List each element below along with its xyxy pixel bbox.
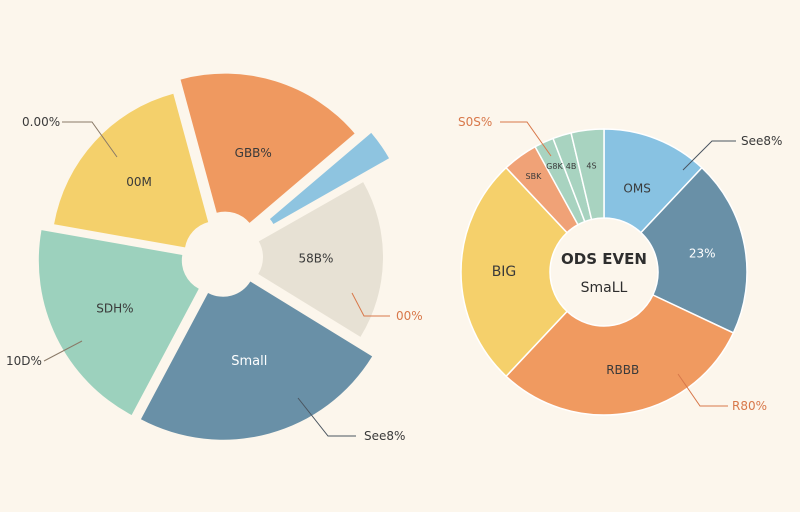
slice-label: 4B — [566, 162, 577, 171]
callout-line-3 — [43, 340, 83, 362]
callout-line-0 — [62, 121, 118, 158]
pie-slice — [570, 128, 605, 221]
slice-label: GBB% — [235, 146, 272, 160]
slice-label: 00M — [126, 175, 152, 189]
slice-label: Small — [231, 354, 267, 369]
pie-slice — [140, 281, 373, 440]
slice-label: SBK — [526, 172, 543, 181]
callout-label-0: 0.00% — [22, 115, 60, 129]
pie-slice — [460, 166, 569, 378]
pie-slice — [639, 166, 748, 334]
callout-line-1 — [351, 292, 390, 317]
right-callouts: S0S% See8% R80% — [458, 115, 782, 413]
pie-slice — [180, 73, 355, 223]
pie-slice — [38, 230, 199, 416]
donut-center-title: ODS EVEN — [561, 250, 647, 268]
left-pie-chart: GBB% 58B% Small SDH% 00M — [38, 73, 390, 440]
callout-label-1: 00% — [396, 309, 423, 323]
left-callouts: 0.00% 00% See8% 10D% — [6, 115, 423, 443]
pie-slice — [258, 182, 383, 337]
slice-label: OMS — [623, 181, 650, 195]
callout-line-4 — [500, 121, 552, 157]
callout-line-6 — [677, 373, 728, 407]
slice-label: G8K — [546, 162, 563, 171]
slice-label: RBBB — [606, 363, 639, 377]
callout-label-2: See8% — [364, 429, 405, 443]
slice-label: SDH% — [96, 302, 133, 316]
slice-label: 4S — [586, 162, 596, 171]
pie-slice — [54, 93, 209, 248]
callout-line-2 — [297, 397, 356, 437]
callout-label-3: 10D% — [6, 354, 42, 368]
callout-label-6: R80% — [732, 399, 767, 413]
slice-label: BIG — [492, 264, 517, 280]
donut-center-subtitle: SmaLL — [581, 280, 628, 296]
callout-label-4: S0S% — [458, 115, 492, 129]
slice-label: 23% — [689, 246, 716, 260]
callout-label-5: See8% — [741, 134, 782, 148]
slice-label: 58B% — [299, 252, 334, 266]
pie-slice — [269, 132, 390, 224]
callout-line-5 — [682, 140, 736, 171]
